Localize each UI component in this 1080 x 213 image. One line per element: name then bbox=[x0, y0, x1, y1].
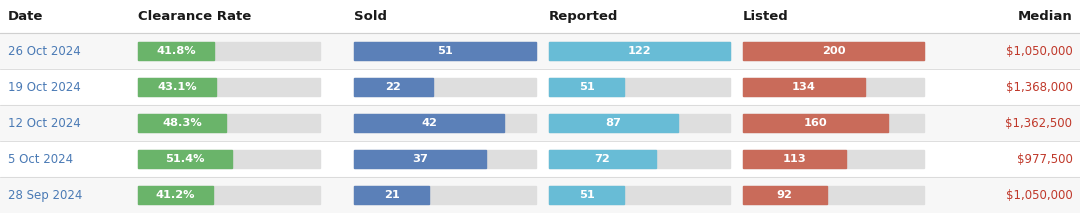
Bar bbox=[354, 186, 536, 204]
Bar bbox=[0, 141, 1080, 177]
Bar bbox=[743, 150, 846, 168]
Bar bbox=[138, 42, 320, 60]
Text: Median: Median bbox=[1017, 10, 1072, 23]
Bar bbox=[743, 186, 924, 204]
Text: 200: 200 bbox=[822, 46, 846, 56]
Text: 122: 122 bbox=[627, 46, 651, 56]
Text: 26 Oct 2024: 26 Oct 2024 bbox=[8, 45, 80, 58]
Text: 160: 160 bbox=[804, 118, 827, 128]
Bar bbox=[743, 78, 924, 96]
Bar bbox=[743, 186, 826, 204]
Text: 22: 22 bbox=[386, 82, 402, 92]
Text: Sold: Sold bbox=[354, 10, 388, 23]
Text: 51.4%: 51.4% bbox=[165, 154, 204, 164]
Bar bbox=[743, 150, 924, 168]
Text: Date: Date bbox=[8, 10, 43, 23]
Bar bbox=[0, 105, 1080, 141]
Bar bbox=[0, 69, 1080, 105]
Bar bbox=[354, 114, 536, 132]
Bar bbox=[138, 186, 213, 204]
Text: 42: 42 bbox=[421, 118, 437, 128]
Text: $1,362,500: $1,362,500 bbox=[1005, 117, 1072, 130]
Text: 12 Oct 2024: 12 Oct 2024 bbox=[8, 117, 80, 130]
Bar bbox=[138, 114, 226, 132]
Text: 51: 51 bbox=[579, 82, 594, 92]
Bar bbox=[354, 78, 536, 96]
Bar bbox=[549, 78, 730, 96]
Bar bbox=[138, 78, 216, 96]
Bar bbox=[138, 150, 320, 168]
Bar bbox=[138, 78, 320, 96]
Bar bbox=[549, 150, 730, 168]
Text: 5 Oct 2024: 5 Oct 2024 bbox=[8, 153, 72, 166]
Text: 48.3%: 48.3% bbox=[162, 118, 202, 128]
Bar bbox=[0, 177, 1080, 213]
Text: 113: 113 bbox=[782, 154, 806, 164]
Text: $1,368,000: $1,368,000 bbox=[1005, 81, 1072, 94]
Bar bbox=[549, 42, 730, 60]
Bar bbox=[354, 42, 536, 60]
Text: 21: 21 bbox=[383, 190, 400, 200]
Text: Clearance Rate: Clearance Rate bbox=[138, 10, 252, 23]
Text: Reported: Reported bbox=[549, 10, 618, 23]
Text: 28 Sep 2024: 28 Sep 2024 bbox=[8, 189, 82, 201]
Bar bbox=[354, 114, 503, 132]
Bar bbox=[138, 150, 231, 168]
Text: 87: 87 bbox=[606, 118, 621, 128]
Bar bbox=[138, 42, 214, 60]
Bar bbox=[138, 114, 320, 132]
Bar bbox=[354, 150, 486, 168]
Bar bbox=[549, 150, 656, 168]
Text: 92: 92 bbox=[777, 190, 793, 200]
Text: 134: 134 bbox=[792, 82, 815, 92]
Text: 51: 51 bbox=[579, 190, 594, 200]
Bar bbox=[549, 186, 730, 204]
Bar bbox=[549, 186, 624, 204]
Text: 43.1%: 43.1% bbox=[158, 82, 198, 92]
Bar bbox=[549, 42, 730, 60]
Text: 19 Oct 2024: 19 Oct 2024 bbox=[8, 81, 80, 94]
Text: 51: 51 bbox=[437, 46, 453, 56]
Bar bbox=[743, 42, 924, 60]
Text: $1,050,000: $1,050,000 bbox=[1005, 45, 1072, 58]
Text: 41.8%: 41.8% bbox=[157, 46, 195, 56]
Bar bbox=[743, 114, 924, 132]
Text: $977,500: $977,500 bbox=[1016, 153, 1072, 166]
Text: $1,050,000: $1,050,000 bbox=[1005, 189, 1072, 201]
Bar bbox=[354, 186, 429, 204]
Bar bbox=[354, 42, 536, 60]
Bar bbox=[743, 78, 865, 96]
Bar bbox=[743, 42, 924, 60]
Bar bbox=[743, 114, 888, 132]
Bar bbox=[549, 78, 624, 96]
Bar bbox=[354, 150, 536, 168]
Text: 37: 37 bbox=[413, 154, 428, 164]
Bar bbox=[354, 78, 432, 96]
Text: Listed: Listed bbox=[743, 10, 788, 23]
Text: 72: 72 bbox=[594, 154, 610, 164]
Bar bbox=[549, 114, 678, 132]
Text: 41.2%: 41.2% bbox=[156, 190, 195, 200]
Bar bbox=[138, 186, 320, 204]
Bar bbox=[549, 114, 730, 132]
Bar bbox=[0, 33, 1080, 69]
